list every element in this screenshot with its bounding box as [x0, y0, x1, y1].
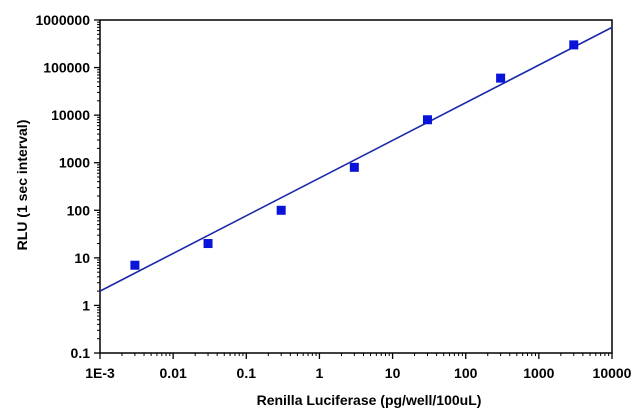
plot-frame: [99, 19, 613, 354]
x-tick-labels: 1E-3 0.01 0.1 1 10 100 1000 10000: [85, 365, 631, 381]
data-point: [496, 73, 506, 83]
x-tick-label: 10000: [593, 365, 632, 381]
data-point: [349, 162, 359, 172]
data-point: [276, 205, 286, 215]
fit-line: [99, 26, 613, 292]
y-tick-label: 1000000: [35, 12, 90, 28]
y-tick-label: 1: [82, 297, 90, 313]
y-tick-labels: 0.1 1 10 100 1000 10000 100000 1000000: [35, 12, 90, 361]
y-tick-label: 10000: [51, 107, 90, 123]
y-tick-label: 1000: [59, 155, 90, 171]
data-point: [130, 260, 140, 270]
y-tick-label: 100000: [43, 60, 90, 76]
x-tick-label: 100: [454, 365, 478, 381]
data-point: [203, 239, 213, 249]
y-tick-label: 10: [74, 250, 90, 266]
x-tick-label: 1E-3: [85, 365, 115, 381]
data-point: [569, 40, 579, 50]
data-point: [422, 115, 432, 125]
y-tick-label: 100: [67, 202, 91, 218]
y-tick-label: 0.1: [71, 345, 91, 361]
x-tick-label: 10: [385, 365, 401, 381]
y-axis-title: RLU (1 sec interval): [14, 120, 30, 251]
x-tick-label: 0.01: [160, 365, 187, 381]
x-tick-label: 0.1: [237, 365, 257, 381]
x-tick-label: 1: [316, 365, 324, 381]
major-ticks: [94, 19, 613, 359]
x-tick-label: 1000: [523, 365, 554, 381]
data-points: [130, 40, 579, 270]
x-axis-title: Renilla Luciferase (pg/well/100uL): [257, 392, 482, 408]
